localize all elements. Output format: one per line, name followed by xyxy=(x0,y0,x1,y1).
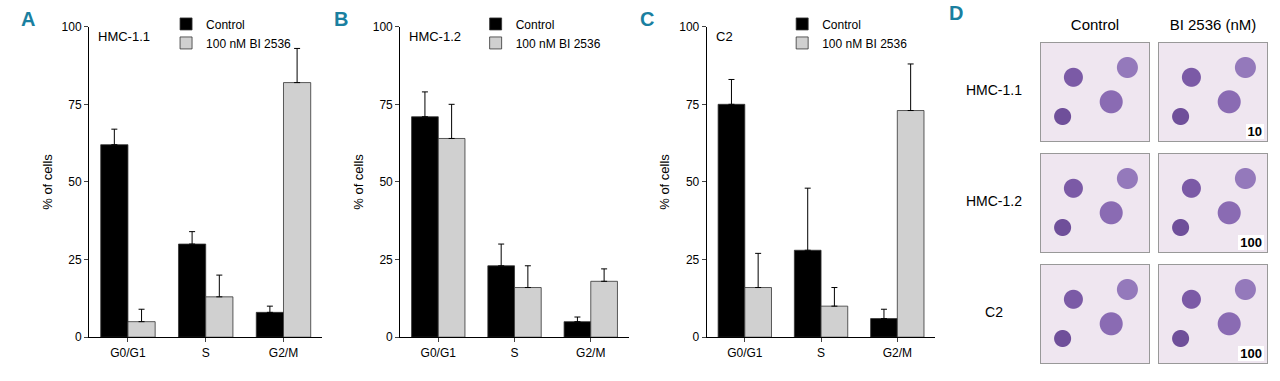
svg-text:0: 0 xyxy=(693,330,700,344)
svg-text:25: 25 xyxy=(68,253,82,267)
html-text:BI 2536 (nM): BI 2536 (nM) xyxy=(1169,16,1257,33)
svg-text:Control: Control xyxy=(822,18,861,32)
svg-text:25: 25 xyxy=(379,253,393,267)
svg-text:G2/M: G2/M xyxy=(883,346,912,360)
html-text:Control: Control xyxy=(1070,16,1120,33)
html-text:100: 100 xyxy=(1240,235,1262,250)
html-text:HMC-1.1: HMC-1.1 xyxy=(966,82,1022,98)
html-text:D: D xyxy=(949,2,964,24)
svg-text:S: S xyxy=(202,346,210,360)
svg-text:G0/G1: G0/G1 xyxy=(110,346,146,360)
svg-text:G2/M: G2/M xyxy=(269,346,298,360)
svg-text:G2/M: G2/M xyxy=(576,346,605,360)
svg-text:75: 75 xyxy=(68,98,82,112)
svg-text:25: 25 xyxy=(686,253,700,267)
html-text:C2: C2 xyxy=(985,304,1003,320)
svg-text:% of cells: % of cells xyxy=(40,154,55,210)
html-text:HMC-1.2: HMC-1.2 xyxy=(966,193,1022,209)
svg-text:Control: Control xyxy=(516,18,555,32)
svg-text:50: 50 xyxy=(379,175,393,189)
svg-text:% of cells: % of cells xyxy=(351,154,366,210)
svg-text:100: 100 xyxy=(62,20,82,34)
svg-text:0: 0 xyxy=(386,330,393,344)
svg-text:G0/G1: G0/G1 xyxy=(727,346,763,360)
svg-text:S: S xyxy=(817,346,825,360)
svg-text:100 nM BI 2536: 100 nM BI 2536 xyxy=(822,37,907,51)
svg-text:HMC-1.1: HMC-1.1 xyxy=(98,29,150,44)
svg-text:75: 75 xyxy=(686,98,700,112)
svg-text:A: A xyxy=(21,8,35,30)
svg-text:S: S xyxy=(511,346,519,360)
svg-text:C: C xyxy=(640,8,654,30)
svg-text:C2: C2 xyxy=(716,29,733,44)
svg-text:HMC-1.2: HMC-1.2 xyxy=(409,29,461,44)
html-text:10: 10 xyxy=(1247,124,1262,139)
svg-text:100 nM BI 2536: 100 nM BI 2536 xyxy=(516,37,601,51)
svg-text:100: 100 xyxy=(679,20,699,34)
html-text:100: 100 xyxy=(1240,346,1262,361)
svg-text:50: 50 xyxy=(68,175,82,189)
svg-text:Control: Control xyxy=(206,18,245,32)
svg-text:75: 75 xyxy=(379,98,393,112)
svg-text:50: 50 xyxy=(686,175,700,189)
svg-text:0: 0 xyxy=(75,330,82,344)
svg-text:100: 100 xyxy=(373,20,393,34)
svg-text:G0/G1: G0/G1 xyxy=(421,346,457,360)
svg-text:B: B xyxy=(334,8,348,30)
svg-text:% of cells: % of cells xyxy=(657,154,672,210)
svg-text:100 nM BI 2536: 100 nM BI 2536 xyxy=(206,37,291,51)
